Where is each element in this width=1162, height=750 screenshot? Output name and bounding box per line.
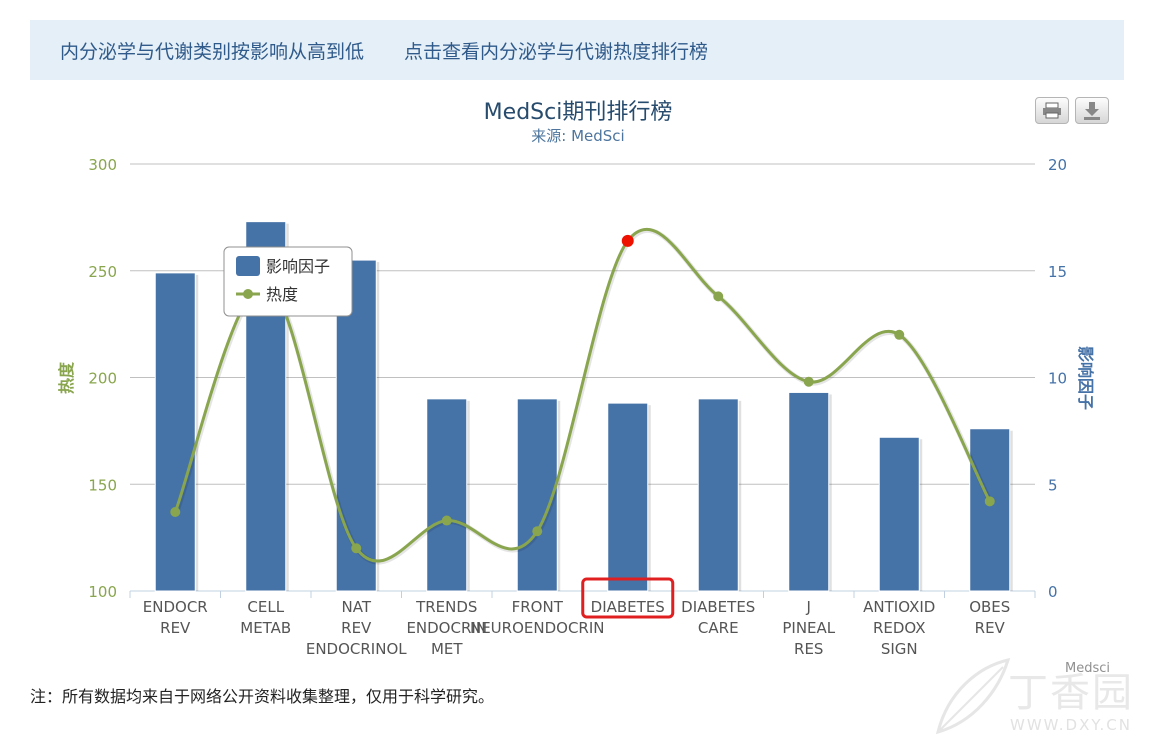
x-tick-label: J xyxy=(806,598,811,616)
x-tick-label: CARE xyxy=(698,619,739,637)
left-axis-title: 热度 xyxy=(57,361,76,394)
x-tick-label: REV xyxy=(975,619,1006,637)
bar xyxy=(516,398,558,592)
right-tick-label: 20 xyxy=(1048,156,1067,174)
right-tick-label: 15 xyxy=(1048,263,1067,281)
x-tick-label: NAT xyxy=(342,598,372,616)
line-point xyxy=(621,234,634,247)
highlight-box xyxy=(581,577,675,619)
x-tick-label: CELL xyxy=(247,598,284,616)
right-tick-label: 5 xyxy=(1048,476,1058,494)
right-tick-label: 0 xyxy=(1048,583,1058,601)
bar xyxy=(788,391,830,592)
x-tick-label: ANTIOXID xyxy=(863,598,935,616)
line-point xyxy=(984,496,995,507)
x-tick-label: RES xyxy=(794,640,823,658)
footer-note: 注：所有数据均来自于网络公开资料收集整理，仅用于科学研究。 xyxy=(30,687,495,706)
dxy-leaf-logo xyxy=(935,657,1011,735)
line-point xyxy=(894,329,905,340)
bar xyxy=(154,272,196,592)
line-point xyxy=(351,543,362,554)
download-button[interactable] xyxy=(1075,97,1109,124)
bar xyxy=(426,398,468,592)
left-tick-label: 150 xyxy=(88,476,117,494)
x-tick-label: TRENDS xyxy=(415,598,477,616)
line-series xyxy=(173,227,992,563)
bar xyxy=(878,436,920,592)
x-tick-label: METAB xyxy=(240,619,291,637)
x-tick-label: ENDOCR xyxy=(143,598,208,616)
x-tick-label: PINEAL xyxy=(782,619,835,637)
x-tick-label: REDOX xyxy=(873,619,926,637)
left-tick-label: 300 xyxy=(88,156,117,174)
download-icon xyxy=(1084,102,1100,120)
legend-label: 影响因子 xyxy=(266,257,330,276)
chart-credit: Medsci xyxy=(1065,661,1110,676)
x-tick-label: NEUROENDOCRIN xyxy=(470,619,605,637)
x-tick-label: ENDOCRIN xyxy=(406,619,487,637)
print-icon xyxy=(1043,102,1061,119)
header-bar: 内分泌学与代谢类别按影响从高到低 点击查看内分泌学与代谢热度排行榜 xyxy=(30,20,1124,80)
x-tick-label: OBES xyxy=(969,598,1010,616)
x-tick-label: DIABETES xyxy=(591,598,665,616)
legend-bar-swatch xyxy=(236,256,260,276)
print-button[interactable] xyxy=(1035,97,1069,124)
left-tick-label: 100 xyxy=(88,583,117,601)
line-point xyxy=(532,526,543,537)
line-point xyxy=(170,507,181,518)
right-tick-label: 10 xyxy=(1048,370,1067,388)
bar xyxy=(607,402,649,592)
x-tick-label: MET xyxy=(431,640,463,658)
watermark-text: 丁香园 xyxy=(1008,670,1134,716)
chart-title: MedSci期刊排行榜 xyxy=(484,100,673,125)
bar xyxy=(969,428,1011,592)
watermark-url: WWW.DXY.CN xyxy=(1010,716,1132,734)
heat-ranking-link[interactable]: 点击查看内分泌学与代谢热度排行榜 xyxy=(404,40,709,63)
legend-label: 热度 xyxy=(266,285,298,304)
bar xyxy=(697,398,739,592)
sort-by-impact-link[interactable]: 内分泌学与代谢类别按影响从高到低 xyxy=(60,40,365,63)
x-tick-label: ENDOCRINOL xyxy=(306,640,407,658)
line-point xyxy=(803,376,814,387)
x-tick-label: REV xyxy=(341,619,372,637)
right-axis-title: 影响因子 xyxy=(1076,346,1095,410)
left-tick-label: 250 xyxy=(88,263,117,281)
x-tick-label: REV xyxy=(160,619,191,637)
x-tick-label: SIGN xyxy=(881,640,918,658)
x-tick-label: DIABETES xyxy=(681,598,755,616)
x-tick-label: FRONT xyxy=(512,598,564,616)
line-point xyxy=(713,291,724,302)
legend-line-marker xyxy=(243,289,253,299)
line-point xyxy=(441,515,452,526)
left-tick-label: 200 xyxy=(88,370,117,388)
chart-subtitle: 来源: MedSci xyxy=(531,127,624,145)
